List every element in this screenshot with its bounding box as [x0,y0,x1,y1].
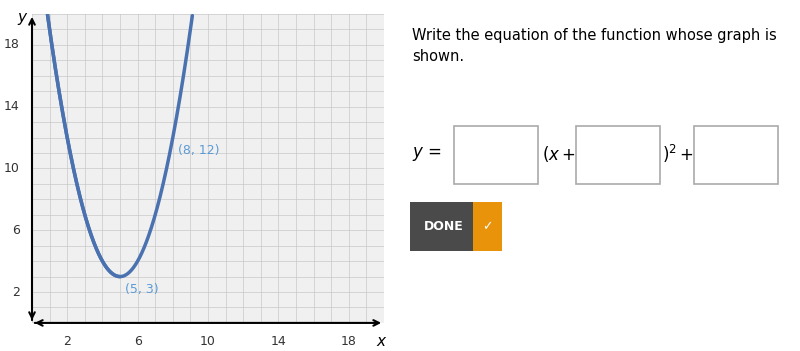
Text: DONE: DONE [424,220,463,233]
Text: 10: 10 [200,335,216,348]
Text: 18: 18 [4,38,20,52]
Text: (8, 12): (8, 12) [178,144,219,157]
Text: 10: 10 [4,162,20,175]
FancyBboxPatch shape [694,126,778,184]
Text: Write the equation of the function whose graph is
shown.: Write the equation of the function whose… [412,28,777,64]
FancyBboxPatch shape [576,126,660,184]
Text: 6: 6 [134,335,142,348]
Text: ✓: ✓ [482,220,493,233]
Text: $(x +$: $(x +$ [542,145,576,164]
Text: (5, 3): (5, 3) [126,283,159,296]
Text: 18: 18 [341,335,357,348]
Text: $)^2 +$: $)^2 +$ [662,144,694,165]
Text: 14: 14 [270,335,286,348]
Text: $y$ =: $y$ = [412,145,442,164]
Text: x: x [376,334,385,349]
FancyBboxPatch shape [454,126,538,184]
Text: 2: 2 [12,285,20,299]
FancyBboxPatch shape [474,202,502,251]
Text: 14: 14 [4,100,20,113]
Text: y: y [17,9,26,25]
FancyBboxPatch shape [410,202,478,251]
Text: 6: 6 [12,224,20,237]
Text: 2: 2 [63,335,71,348]
